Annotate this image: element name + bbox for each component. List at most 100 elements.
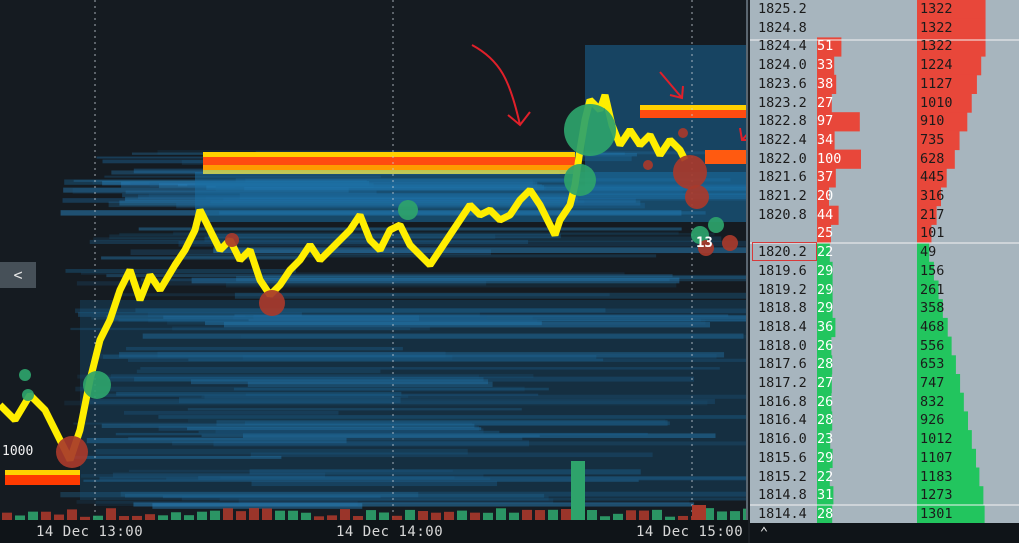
ladder-cumulative: 1322 bbox=[920, 19, 953, 36]
liquidity-band bbox=[178, 397, 401, 404]
chevron-up-icon[interactable]: ⌃ bbox=[752, 523, 776, 543]
ladder-cumulative: 556 bbox=[920, 337, 945, 354]
ladder-size: 37 bbox=[817, 169, 834, 186]
volume-bar bbox=[41, 511, 51, 520]
volume-bar bbox=[171, 512, 181, 520]
ladder-size: 26 bbox=[817, 393, 834, 410]
cumulative-depth-bar bbox=[917, 224, 932, 244]
size-depth-bar bbox=[817, 411, 833, 431]
ladder-size: 34 bbox=[817, 131, 834, 148]
liquidity-band bbox=[128, 469, 453, 472]
liquidity-wall bbox=[203, 165, 575, 170]
liquidity-band bbox=[255, 274, 748, 280]
trade-bubble bbox=[56, 436, 88, 468]
ladder-row[interactable]: 1816.8 26 832 bbox=[750, 393, 1019, 412]
ladder-row[interactable]: 1821.6 37 445 bbox=[750, 168, 1019, 187]
volume-bar bbox=[692, 505, 706, 520]
trade-bubble bbox=[698, 240, 714, 256]
ladder-price: 1820.8 bbox=[758, 206, 807, 223]
heatmap-chart[interactable]: < 1000 13 14 Dec 13:00 14 Dec 14:00 14 D… bbox=[0, 0, 748, 543]
volume-bar bbox=[587, 510, 597, 520]
liquidity-band bbox=[178, 240, 748, 247]
ladder-row[interactable]: 1824.8 1322 bbox=[750, 19, 1019, 38]
liquidity-band bbox=[242, 355, 453, 360]
trade-bubble bbox=[22, 389, 34, 401]
ladder-row[interactable]: 1825.2 1322 bbox=[750, 0, 1019, 19]
volume-bar bbox=[509, 512, 519, 520]
ladder-row[interactable]: 1818.8 29 358 bbox=[750, 299, 1019, 318]
liquidity-wall bbox=[203, 170, 575, 174]
trade-bubble bbox=[678, 128, 688, 138]
volume-bar bbox=[431, 512, 441, 520]
liquidity-band bbox=[101, 423, 475, 428]
size-depth-bar bbox=[817, 149, 861, 169]
ladder-size: 22 bbox=[817, 244, 834, 261]
ladder-row[interactable]: 1821.2 20 316 bbox=[750, 187, 1019, 206]
liquidity-band bbox=[134, 376, 484, 382]
cumulative-depth-bar bbox=[917, 467, 980, 487]
ladder-row[interactable]: 1816.0 23 1012 bbox=[750, 430, 1019, 449]
trade-bubble bbox=[691, 226, 709, 244]
ladder-row[interactable]: 1822.4 34 735 bbox=[750, 131, 1019, 150]
depth-area bbox=[750, 0, 1019, 525]
ladder-size: 28 bbox=[817, 505, 834, 522]
ladder-row[interactable]: 1819.2 29 261 bbox=[750, 281, 1019, 300]
ladder-row[interactable]: 1819.6 29 156 bbox=[750, 262, 1019, 281]
ladder-row[interactable]: 1815.6 29 1107 bbox=[750, 449, 1019, 468]
volume-bar bbox=[548, 509, 558, 520]
ladder-row[interactable]: 1820.2 22 49 bbox=[750, 242, 1019, 262]
volume-bar bbox=[535, 510, 545, 520]
ladder-row[interactable]: 1823.6 38 1127 bbox=[750, 75, 1019, 94]
ladder-size: 27 bbox=[817, 375, 834, 391]
liquidity-band bbox=[205, 321, 542, 326]
liquidity-band bbox=[140, 278, 670, 282]
annotation-arrow bbox=[659, 71, 684, 100]
liquidity-band bbox=[148, 318, 538, 323]
ladder-row[interactable]: 1818.0 26 556 bbox=[750, 337, 1019, 356]
volume-bar bbox=[571, 461, 585, 520]
ladder-price: 1823.6 bbox=[758, 75, 807, 92]
price-level-label: 1000 bbox=[0, 444, 36, 459]
liquidity-band bbox=[86, 437, 347, 444]
ladder-size: 22 bbox=[817, 468, 834, 485]
size-depth-bar bbox=[817, 187, 829, 207]
ladder-row[interactable]: 1816.4 28 926 bbox=[750, 411, 1019, 430]
ladder-price: 1816.8 bbox=[758, 393, 807, 410]
liquidity-band bbox=[188, 358, 604, 362]
ladder-row[interactable]: 1817.6 28 653 bbox=[750, 355, 1019, 374]
volume-bar bbox=[704, 508, 714, 520]
size-depth-bar bbox=[817, 374, 832, 394]
ladder-row[interactable]: 1814.8 31 1273 bbox=[750, 486, 1019, 505]
liquidity-band bbox=[60, 491, 419, 498]
collapse-button[interactable]: < bbox=[0, 262, 36, 288]
cumulative-depth-bar bbox=[917, 392, 964, 412]
dom-ladder[interactable]: 1825.2 1322 1824.8 1322 1824.4 51 1322 1824.0 33… bbox=[750, 0, 1019, 543]
liquidity-band bbox=[191, 277, 680, 284]
cumulative-depth-bar bbox=[917, 74, 977, 94]
ladder-size: 28 bbox=[817, 412, 834, 429]
ladder-size: 29 bbox=[817, 449, 834, 466]
ladder-row[interactable]: 1815.2 22 1183 bbox=[750, 468, 1019, 487]
cumulative-depth-bar bbox=[917, 317, 948, 338]
ladder-row[interactable]: 1814.4 28 1301 bbox=[750, 505, 1019, 524]
ladder-row[interactable]: 1818.4 36 468 bbox=[750, 318, 1019, 337]
liquidity-band bbox=[201, 434, 540, 437]
volume-bar bbox=[236, 511, 246, 520]
ladder-row[interactable]: 1823.2 27 1010 bbox=[750, 94, 1019, 113]
ladder-row[interactable]: 1824.4 51 1322 bbox=[750, 37, 1019, 56]
cumulative-depth-bar bbox=[917, 355, 956, 375]
ladder-size: 100 bbox=[817, 150, 842, 167]
ladder-row[interactable]: 25 101 bbox=[750, 224, 1019, 243]
ladder-row[interactable]: 1822.0 100 628 bbox=[750, 150, 1019, 169]
liquidity-band bbox=[204, 236, 722, 242]
ladder-row[interactable]: 1817.2 27 747 bbox=[750, 374, 1019, 393]
ladder-row[interactable]: 1820.8 44 217 bbox=[750, 206, 1019, 225]
ladder-size: 26 bbox=[817, 337, 834, 354]
liquidity-band bbox=[213, 440, 530, 447]
trade-bubble bbox=[259, 290, 285, 316]
volume-bar bbox=[626, 510, 636, 520]
size-depth-bar bbox=[817, 355, 833, 375]
ladder-row[interactable]: 1824.0 33 1224 bbox=[750, 56, 1019, 75]
ladder-price: 1821.2 bbox=[758, 188, 807, 204]
ladder-row[interactable]: 1822.8 97 910 bbox=[750, 112, 1019, 131]
